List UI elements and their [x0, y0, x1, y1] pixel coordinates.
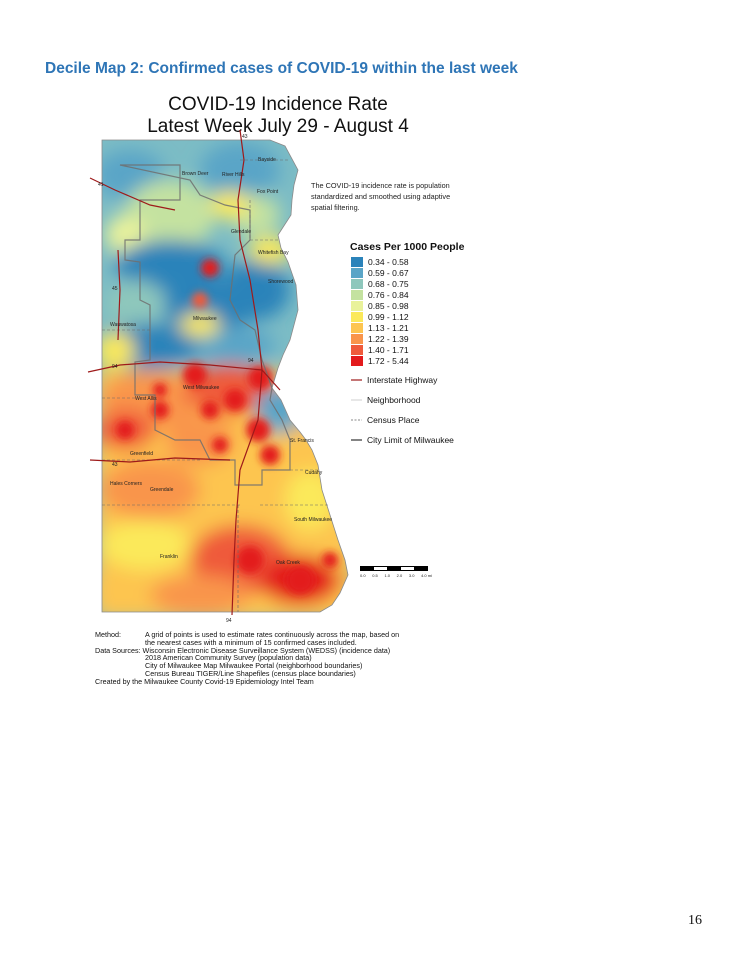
legend-swatch [351, 256, 363, 267]
census-place-lines [102, 159, 330, 612]
legend-class-label: 0.68 - 0.75 [368, 278, 409, 289]
legend-swatch [351, 311, 363, 322]
credit-line: Created by the Milwaukee County Covid-19… [95, 676, 314, 686]
incidence-surface [102, 140, 348, 612]
legend-class-label: 0.99 - 1.12 [368, 311, 409, 322]
page-number: 16 [688, 913, 702, 928]
legend-class-item: 0.85 - 0.98 [351, 300, 409, 311]
legend-item-interstate: Interstate Highway [351, 375, 437, 385]
method-key: Method: [95, 630, 121, 639]
place-label-franklin: Franklin [160, 554, 178, 560]
legend-class-item: 1.72 - 5.44 [351, 355, 409, 366]
legend-class-label: 0.76 - 0.84 [368, 289, 409, 300]
place-label-west-allis: West Allis [135, 396, 157, 402]
scale-tick: 0.5 [372, 573, 378, 578]
map-footer: Method: A grid of points is used to estim… [95, 631, 399, 686]
map-subtitle: Latest Week July 29 - August 4 [147, 116, 409, 137]
place-label-brown-deer: Brown Deer [182, 171, 209, 177]
legend-label: Neighborhood [367, 395, 421, 405]
place-label-wauwatosa: Wauwatosa [110, 322, 136, 328]
legend-class-item: 1.13 - 1.21 [351, 322, 409, 333]
legend-swatch [351, 289, 363, 300]
place-label-south-milwaukee: South Milwaukee [294, 517, 333, 523]
place-label-st-francis: St. Francis [290, 438, 314, 444]
source-line: Census Bureau TIGER/Line Shapefiles (cen… [145, 668, 356, 678]
legend-swatch [351, 333, 363, 344]
legend-swatch [351, 267, 363, 278]
legend-label: City Limit of Milwaukee [367, 435, 454, 445]
highway-label-94-south: 94 [226, 618, 232, 624]
legend-class-item: 0.34 - 0.58 [351, 256, 409, 267]
highway-label-43-south: 43 [112, 462, 118, 468]
method-text-continued: the nearest cases with a minimum of 15 c… [145, 637, 357, 647]
county-boundary [101, 139, 349, 613]
legend-swatch [351, 355, 363, 366]
legend-class-item: 0.68 - 0.75 [351, 278, 409, 289]
scale-tick: 0.0 [360, 573, 366, 578]
legend-swatch [351, 322, 363, 333]
legend-class-item: 1.22 - 1.39 [351, 333, 409, 344]
scale-tick: 4.0 mi [421, 573, 432, 578]
sources-key: Data Sources: [95, 645, 141, 655]
legend-class-item: 0.59 - 0.67 [351, 267, 409, 278]
place-label-bayside: Bayside [258, 157, 276, 163]
place-label-oak-creek: Oak Creek [276, 560, 300, 566]
legend-class-label: 0.34 - 0.58 [368, 256, 409, 267]
legend-class-label: 0.59 - 0.67 [368, 267, 409, 278]
legend-class-item: 0.76 - 0.84 [351, 289, 409, 300]
place-label-greendale: Greendale [150, 487, 174, 493]
legend-class-label: 1.22 - 1.39 [368, 333, 409, 344]
city-limit-outline [119, 164, 291, 486]
legend-label: Interstate Highway [367, 375, 438, 385]
highway-label-43-north: 43 [242, 134, 248, 140]
map-title: COVID-19 Incidence Rate [168, 94, 388, 115]
source-line: City of Milwaukee Map Milwaukee Portal (… [145, 661, 363, 671]
place-label-glendale: Glendale [231, 229, 252, 235]
place-label-fox-point: Fox Point [257, 189, 279, 195]
legend-class-label: 1.72 - 5.44 [368, 355, 409, 366]
scale-tick: 3.0 [408, 573, 415, 578]
scale-bar: 0.0 0.5 1.0 2.0 3.0 4.0 mi [360, 566, 432, 578]
place-label-shorewood: Shorewood [268, 279, 294, 285]
legend-title: Cases Per 1000 People [350, 241, 465, 253]
method-text: A grid of points is used to estimate rat… [145, 630, 400, 639]
highway-label-41: 41 [98, 182, 104, 188]
legend-class-label: 0.85 - 0.98 [368, 300, 409, 311]
page-heading: Decile Map 2: Confirmed cases of COVID-1… [45, 60, 518, 77]
place-label-cudahy: Cudahy [305, 470, 323, 476]
highway-label-94-west: 94 [112, 364, 118, 370]
place-label-hales-corners: Hales Corners [110, 481, 142, 487]
legend-swatch [351, 344, 363, 355]
legend-class-label: 1.13 - 1.21 [368, 322, 409, 333]
legend-item-census-place: Census Place [351, 415, 419, 425]
legend-label: Census Place [367, 415, 420, 425]
legend-swatch [351, 278, 363, 289]
highway-label-45: 45 [112, 286, 118, 292]
place-label-milwaukee: Milwaukee [193, 316, 217, 322]
source-line: Wisconsin Electronic Disease Surveillanc… [142, 645, 391, 655]
legend-item-city-limit: City Limit of Milwaukee [351, 435, 454, 445]
legend-item-neighborhood: Neighborhood [351, 395, 420, 405]
place-label-greenfield: Greenfield [130, 451, 154, 457]
scale-tick: 2.0 [396, 573, 403, 578]
legend-class-item: 0.99 - 1.12 [351, 311, 409, 322]
place-label-river-hills: River Hills [222, 172, 245, 178]
place-label-west-milwaukee: West Milwaukee [183, 385, 220, 391]
map-note: The COVID-19 incidence rate is populatio… [311, 181, 451, 212]
source-line: 2018 American Community Survey (populati… [145, 653, 312, 663]
legend-class-item: 1.40 - 1.71 [351, 344, 409, 355]
highway-label-94-east: 94 [248, 358, 254, 364]
legend-class-label: 1.40 - 1.71 [368, 344, 409, 355]
interstate-highways [87, 129, 281, 616]
place-label-whitefish-bay: Whitefish Bay [258, 250, 289, 256]
legend-swatch [351, 300, 363, 311]
scale-tick: 1.0 [384, 573, 390, 578]
